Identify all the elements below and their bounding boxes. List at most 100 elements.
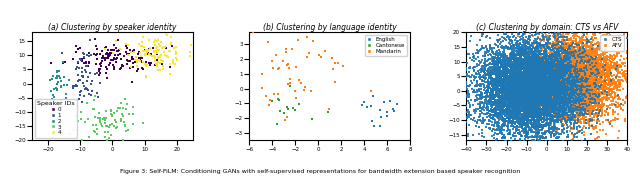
CTS	[513, 105, 524, 107]
CTS	[540, 82, 550, 85]
CTS	[541, 118, 551, 121]
CTS	[515, 66, 525, 69]
CTS	[458, 69, 468, 72]
CTS	[519, 99, 529, 102]
AFV	[580, 70, 591, 73]
CTS	[529, 52, 540, 55]
AFV	[563, 84, 573, 87]
CTS	[508, 83, 518, 86]
0	[131, 69, 141, 72]
CTS	[564, 94, 575, 97]
CTS	[506, 82, 516, 85]
CTS	[454, 86, 464, 89]
CTS	[500, 66, 510, 69]
AFV	[599, 70, 609, 73]
CTS	[506, 111, 516, 114]
CTS	[539, 125, 549, 128]
CTS	[561, 102, 571, 104]
AFV	[563, 105, 573, 108]
CTS	[575, 55, 586, 58]
CTS	[514, 99, 524, 102]
AFV	[586, 89, 596, 92]
CTS	[482, 60, 492, 62]
AFV	[582, 96, 593, 98]
AFV	[562, 65, 572, 68]
CTS	[512, 91, 522, 94]
CTS	[541, 77, 551, 80]
0	[83, 64, 93, 67]
3	[84, 135, 95, 138]
AFV	[584, 102, 594, 105]
AFV	[579, 53, 589, 56]
CTS	[517, 73, 527, 76]
CTS	[548, 73, 558, 76]
AFV	[573, 104, 583, 107]
CTS	[499, 124, 509, 127]
CTS	[482, 109, 492, 112]
CTS	[524, 100, 534, 102]
CTS	[520, 53, 530, 56]
CTS	[553, 93, 563, 96]
AFV	[580, 71, 591, 73]
CTS	[550, 102, 561, 105]
CTS	[511, 93, 522, 96]
CTS	[555, 93, 565, 96]
AFV	[561, 67, 571, 70]
AFV	[578, 91, 588, 94]
AFV	[605, 121, 615, 124]
4	[155, 56, 165, 59]
CTS	[532, 143, 543, 146]
AFV	[538, 94, 548, 97]
CTS	[545, 89, 556, 91]
AFV	[559, 110, 570, 113]
CTS	[474, 90, 484, 93]
CTS	[515, 80, 525, 83]
AFV	[589, 82, 600, 85]
CTS	[525, 80, 535, 83]
CTS	[500, 98, 510, 101]
AFV	[577, 118, 588, 120]
3	[94, 111, 104, 114]
AFV	[541, 58, 551, 60]
CTS	[532, 109, 542, 112]
CTS	[562, 56, 572, 59]
CTS	[502, 109, 512, 111]
AFV	[534, 19, 545, 22]
AFV	[581, 76, 591, 78]
CTS	[508, 122, 518, 125]
AFV	[574, 71, 584, 74]
AFV	[598, 33, 609, 36]
1	[79, 56, 90, 59]
CTS	[556, 107, 566, 110]
CTS	[542, 84, 552, 87]
CTS	[530, 84, 540, 87]
CTS	[503, 85, 513, 88]
CTS	[549, 74, 559, 76]
CTS	[486, 53, 496, 56]
CTS	[521, 88, 531, 91]
AFV	[618, 61, 628, 64]
CTS	[475, 94, 485, 96]
AFV	[563, 38, 573, 41]
CTS	[498, 59, 508, 62]
AFV	[551, 78, 561, 81]
CTS	[522, 125, 532, 128]
AFV	[584, 104, 594, 107]
CTS	[548, 64, 559, 67]
4	[145, 48, 155, 50]
CTS	[559, 55, 569, 57]
AFV	[595, 75, 605, 78]
CTS	[545, 79, 556, 82]
CTS	[534, 101, 544, 104]
CTS	[553, 93, 563, 96]
AFV	[556, 79, 566, 82]
CTS	[528, 104, 538, 107]
CTS	[529, 70, 540, 73]
English	[356, 104, 367, 107]
CTS	[490, 108, 500, 111]
4	[138, 61, 148, 64]
CTS	[518, 93, 529, 96]
AFV	[590, 97, 600, 100]
AFV	[568, 54, 578, 57]
CTS	[514, 98, 524, 101]
